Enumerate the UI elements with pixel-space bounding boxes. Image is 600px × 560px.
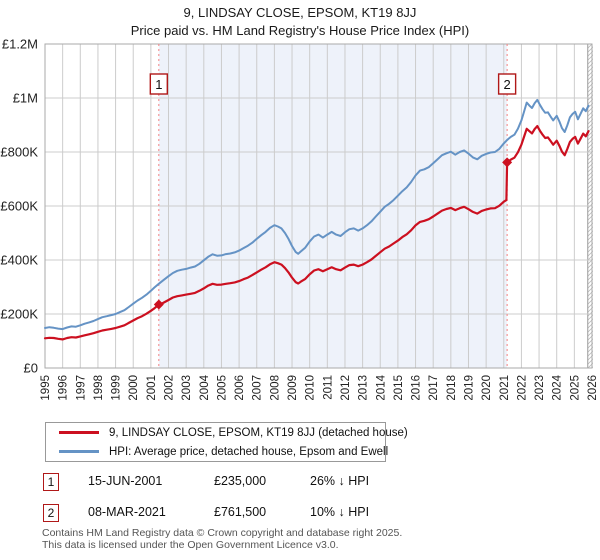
svg-text:2024: 2024 (552, 374, 564, 400)
svg-text:2005: 2005 (216, 375, 228, 401)
transaction-2-vs-hpi: 10% ↓ HPI (310, 505, 370, 519)
transaction-1-vs-hpi: 26% ↓ HPI (310, 474, 370, 488)
hpi-line-sample-icon (59, 450, 99, 453)
svg-text:2002: 2002 (164, 375, 176, 401)
legend-item-price: 9, LINDSAY CLOSE, EPSOM, KT19 8JJ (detac… (46, 423, 408, 442)
svg-text:1996: 1996 (58, 375, 70, 401)
transaction-1-date: 15-JUN-2001 (88, 474, 163, 488)
price-line-sample-icon (59, 431, 99, 434)
svg-text:2008: 2008 (269, 375, 281, 401)
svg-text:2025: 2025 (569, 375, 581, 401)
price-history-chart: 1 2 £0 £200K £400K £600K £800K £1M £1.2M 1995 1996… (0, 37, 599, 401)
page-subtitle: Price paid vs. HM Land Registry's House … (130, 23, 470, 38)
svg-text:2006: 2006 (234, 375, 246, 401)
svg-text:2: 2 (504, 77, 511, 92)
page-title: 9, LINDSAY CLOSE, EPSOM, KT19 8JJ (183, 5, 417, 20)
svg-text:2020: 2020 (481, 375, 493, 401)
svg-text:£1M: £1M (13, 91, 38, 106)
svg-text:2014: 2014 (375, 374, 387, 400)
legend-item-hpi: HPI: Average price, detached house, Epso… (46, 442, 389, 461)
transaction-1-marker: 1 (43, 473, 59, 491)
legend-label-hpi: HPI: Average price, detached house, Epso… (109, 445, 389, 458)
svg-text:2023: 2023 (534, 375, 546, 401)
svg-text:2004: 2004 (199, 374, 211, 400)
svg-text:£400K: £400K (0, 253, 38, 268)
license-line-1: Contains HM Land Registry data © Crown c… (42, 527, 403, 539)
svg-text:2016: 2016 (411, 375, 423, 401)
transaction-row: 1 15-JUN-2001 £235,000 26% ↓ HPI (0, 473, 600, 491)
svg-text:£1.2M: £1.2M (2, 37, 38, 52)
svg-text:2010: 2010 (305, 375, 317, 401)
svg-text:2013: 2013 (358, 375, 370, 401)
svg-text:1999: 1999 (111, 375, 123, 401)
license-line-2: This data is licensed under the Open Gov… (42, 538, 339, 551)
svg-text:2012: 2012 (340, 375, 352, 401)
svg-text:£800K: £800K (0, 145, 38, 160)
svg-text:2026: 2026 (587, 375, 599, 401)
svg-text:2003: 2003 (181, 375, 193, 401)
svg-text:2007: 2007 (252, 375, 264, 401)
transaction-row: 2 08-MAR-2021 £761,500 10% ↓ HPI (0, 504, 600, 522)
transaction-2-price: £761,500 (214, 505, 267, 519)
svg-text:1995: 1995 (40, 375, 52, 401)
svg-text:2015: 2015 (393, 375, 405, 401)
svg-text:1997: 1997 (75, 375, 87, 401)
svg-text:2019: 2019 (463, 375, 475, 401)
svg-text:2018: 2018 (446, 375, 458, 401)
svg-text:2009: 2009 (287, 375, 299, 401)
svg-text:2022: 2022 (516, 375, 528, 401)
svg-text:2021: 2021 (499, 375, 511, 401)
transaction-2-marker: 2 (43, 504, 59, 522)
transaction-2-date: 08-MAR-2021 (88, 505, 166, 519)
svg-text:1: 1 (155, 77, 162, 92)
svg-text:1998: 1998 (93, 375, 105, 401)
svg-text:£600K: £600K (0, 199, 38, 214)
svg-text:2000: 2000 (128, 375, 140, 401)
transaction-1-price: £235,000 (214, 474, 267, 488)
legend: 9, LINDSAY CLOSE, EPSOM, KT19 8JJ (detac… (45, 422, 408, 462)
svg-text:£0: £0 (24, 361, 38, 376)
svg-text:£200K: £200K (0, 307, 38, 322)
svg-text:2001: 2001 (146, 375, 158, 401)
svg-text:2011: 2011 (322, 375, 334, 400)
svg-text:2017: 2017 (428, 375, 440, 401)
legend-label-price: 9, LINDSAY CLOSE, EPSOM, KT19 8JJ (detac… (109, 426, 408, 439)
license-note: Contains HM Land Registry data © Crown c… (42, 527, 403, 551)
